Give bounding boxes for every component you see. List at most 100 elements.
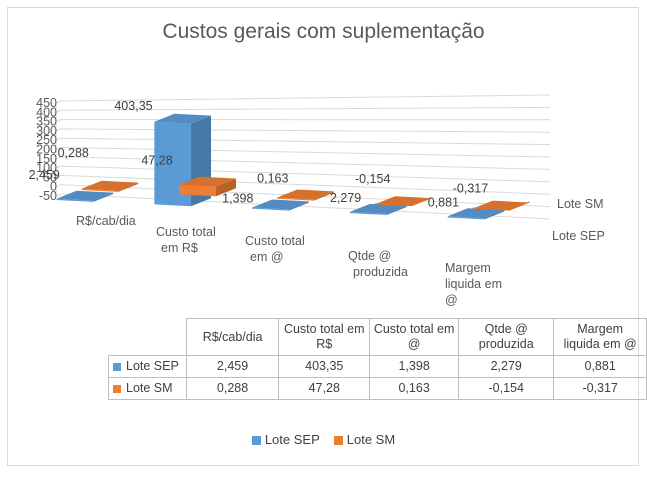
- bar-side-face: [118, 182, 139, 192]
- bar-front-face: [277, 197, 314, 201]
- y-tick-label: 300: [36, 124, 57, 138]
- table-header-cell: Margem liquida em @: [553, 318, 647, 356]
- gridline: [55, 165, 551, 183]
- bar: [374, 196, 432, 207]
- bar-top-face: [277, 189, 334, 200]
- bar-side-face: [288, 201, 309, 211]
- gridline: [55, 94, 551, 104]
- bar-top-face: [179, 176, 237, 187]
- table-cell: 2,459: [185, 355, 280, 378]
- table-corner: [108, 318, 187, 356]
- legend: Lote SEP Lote SM: [0, 432, 647, 447]
- bar-top-face: [374, 196, 432, 207]
- bar-side-face: [93, 192, 114, 202]
- data-label: 2,459: [29, 168, 60, 182]
- category-label: R$/cab/dia: [76, 214, 136, 228]
- table-cell: -0,154: [458, 377, 555, 400]
- bar: [349, 203, 407, 215]
- gridline: [55, 174, 551, 195]
- table-header-cell: R$/cab/dia: [185, 318, 280, 356]
- bar-front-face: [81, 188, 119, 192]
- category-label: Custo total em @: [245, 234, 305, 264]
- data-label: 1,398: [222, 192, 253, 206]
- legend-swatch: [333, 436, 343, 445]
- gridline: [55, 156, 551, 170]
- y-tick-label: 50: [43, 170, 57, 184]
- y-tick-label: 100: [36, 161, 57, 175]
- table-header-cell: Custo total em @: [369, 318, 460, 356]
- data-label: 403,35: [114, 99, 152, 113]
- legend-item: Lote SEP: [251, 432, 320, 447]
- table-cell: -0,317: [553, 377, 647, 400]
- bar-top-face: [154, 113, 212, 124]
- table-header-cell: Qtde @ produzida: [458, 318, 555, 356]
- data-label: -0,154: [355, 172, 390, 186]
- y-tick-label: -50: [39, 189, 57, 203]
- bar-side-face: [216, 178, 237, 197]
- y-tick-label: 400: [36, 105, 57, 119]
- gridline: [55, 106, 551, 113]
- y-tick-label: 200: [36, 143, 57, 157]
- gridline: [55, 137, 551, 146]
- y-tick-label: 250: [36, 133, 57, 147]
- series-swatch: [113, 362, 121, 371]
- gridline: [55, 184, 551, 208]
- chart-title: Custos gerais com suplementação: [162, 20, 485, 43]
- table-cell: 2,279: [458, 355, 555, 378]
- y-tick-label: 0: [50, 180, 57, 194]
- bar-top-face: [81, 180, 139, 191]
- table-cell: 0,163: [369, 377, 460, 400]
- table-cell: 47,28: [278, 377, 371, 400]
- data-label: 0,288: [58, 146, 89, 160]
- legend-item: Lote SM: [333, 432, 395, 447]
- bar-top-face: [349, 203, 407, 214]
- table-row: Lote SEP 2,459 403,35 1,398 2,279 0,881: [108, 355, 647, 378]
- table-series-cell: Lote SM: [108, 377, 187, 400]
- data-table: R$/cab/dia Custo total em R$ Custo total em…: [108, 318, 647, 400]
- table-cell: 1,398: [369, 355, 460, 378]
- bar-side-face: [484, 210, 505, 220]
- bar: [179, 176, 237, 197]
- bar-side-face: [313, 191, 334, 201]
- category-label: Margem liquida em @: [445, 261, 502, 307]
- gridline: [55, 119, 551, 123]
- y-tick-label: 150: [36, 152, 57, 166]
- bar-top-face: [56, 190, 114, 201]
- table-cell: 0,881: [553, 355, 647, 378]
- bar: [56, 190, 114, 202]
- table-header-cell: Custo total em R$: [278, 318, 371, 356]
- y-tick-label: 350: [36, 115, 57, 129]
- data-label: 2,279: [330, 191, 361, 205]
- bar: [252, 199, 309, 211]
- table-cell: 0,288: [185, 377, 280, 400]
- bar-front-face: [56, 198, 94, 202]
- data-label: 47,28: [141, 154, 172, 168]
- bar: [447, 208, 505, 220]
- series-axis-label: Lote SM: [557, 197, 604, 211]
- category-label: Custo total em R$: [156, 225, 216, 255]
- legend-swatch: [251, 436, 261, 445]
- bar-top-face: [252, 199, 309, 210]
- y-tick-label: 450: [36, 96, 57, 110]
- bar-front-face: [349, 211, 387, 215]
- table-cell: 403,35: [278, 355, 371, 378]
- gridline: [55, 128, 551, 133]
- bar-top-face: [472, 200, 530, 211]
- chart-frame: [7, 7, 639, 466]
- gridline: [55, 146, 551, 158]
- bar-top-face: [447, 208, 505, 219]
- bar-front-face: [179, 184, 217, 197]
- bar-front-face: [252, 207, 289, 211]
- table-series-cell: Lote SEP: [108, 355, 187, 378]
- series-swatch: [113, 384, 121, 393]
- bar: [277, 189, 334, 201]
- bar: [472, 200, 530, 211]
- data-label: -0,317: [453, 181, 488, 195]
- category-label: Qtde @ produzida: [348, 249, 408, 279]
- bar-front-face: [447, 216, 485, 220]
- data-label: 0,163: [257, 172, 288, 186]
- series-axis-label: Lote SEP: [552, 229, 605, 243]
- table-row: Lote SM 0,288 47,28 0,163 -0,154 -0,317: [108, 377, 647, 400]
- bar: [81, 180, 139, 192]
